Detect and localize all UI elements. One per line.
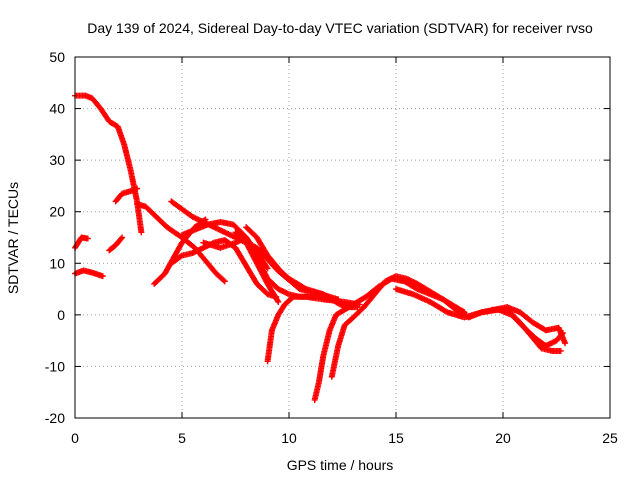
grid-layer xyxy=(75,57,610,418)
x-tick-label: 5 xyxy=(178,430,186,446)
series-arc-r xyxy=(489,306,564,354)
data-point xyxy=(84,235,91,242)
series-arc-d xyxy=(106,234,126,254)
data-point xyxy=(275,298,282,305)
y-tick-label: 0 xyxy=(57,307,65,323)
data-point xyxy=(118,235,125,242)
y-tick-label: -20 xyxy=(45,410,65,426)
data-point xyxy=(138,229,145,236)
y-tick-label: 50 xyxy=(49,49,65,65)
data-point xyxy=(177,253,184,260)
series-arc-a xyxy=(72,92,145,236)
x-tick-label: 25 xyxy=(602,430,618,446)
series-arc-q xyxy=(393,286,566,349)
y-axis-label: SDTVAR / TECUs xyxy=(5,182,21,294)
series-arc-e xyxy=(112,185,141,205)
series-arc-n xyxy=(264,293,363,365)
data-point xyxy=(220,277,227,284)
x-tick-label: 15 xyxy=(388,430,404,446)
x-tick-label: 20 xyxy=(495,430,511,446)
data-point xyxy=(274,297,281,304)
y-tick-label: 10 xyxy=(49,255,65,271)
data-point xyxy=(562,340,569,347)
y-tick-label: 30 xyxy=(49,152,65,168)
x-tick-label: 0 xyxy=(71,430,79,446)
series-arc-p xyxy=(328,273,569,380)
series-layer xyxy=(72,92,569,403)
y-tick-label: 40 xyxy=(49,101,65,117)
data-point xyxy=(134,185,141,192)
chart-title: Day 139 of 2024, Sidereal Day-to-day VTE… xyxy=(87,20,593,36)
plot-frame xyxy=(74,56,611,419)
x-tick-label: 10 xyxy=(281,430,297,446)
y-tick-label: -10 xyxy=(45,358,65,374)
data-point xyxy=(119,234,126,241)
x-axis-label: GPS time / hours xyxy=(287,457,394,473)
data-point xyxy=(559,329,566,336)
data-point xyxy=(99,273,106,280)
data-point xyxy=(557,347,564,354)
data-point xyxy=(221,278,228,285)
series-arc-l xyxy=(232,229,282,305)
series-arc-m xyxy=(243,224,361,311)
series-arc-h xyxy=(168,237,280,300)
series-arc-o xyxy=(311,275,468,403)
tick-layer: 0 5 10 15 20 25 -20 -10 0 10 20 30 40 50 xyxy=(45,49,618,446)
data-point xyxy=(559,331,566,338)
y-tick-label: 20 xyxy=(49,204,65,220)
series-arc-c xyxy=(72,267,106,280)
